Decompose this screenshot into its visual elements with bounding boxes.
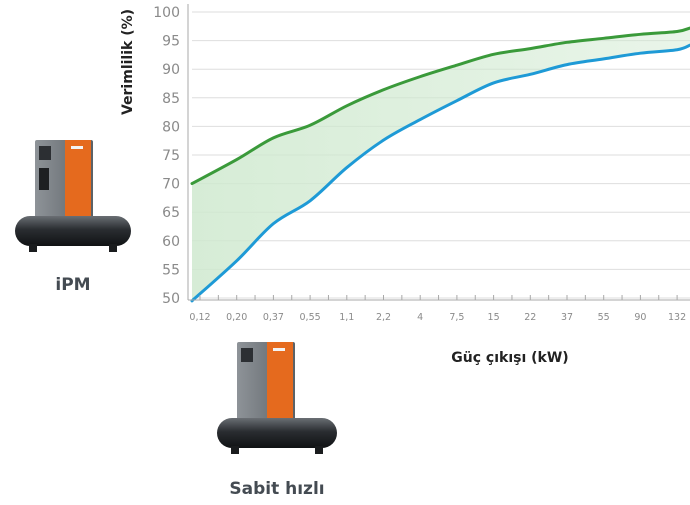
- x-tick-label: 0,55: [300, 312, 321, 323]
- y-axis-title: Verimlilik (%): [120, 9, 136, 115]
- x-tick-label: 15: [488, 312, 500, 323]
- product-label-fixed-speed: Sabit hızlı: [229, 479, 324, 499]
- series-line-fixed-speed: [190, 43, 690, 303]
- x-tick-label: 0,20: [226, 312, 247, 323]
- efficiency-band: [192, 28, 690, 301]
- x-tick-label: 0,12: [189, 312, 210, 323]
- x-tick-label: 22: [524, 312, 536, 323]
- x-tick-label: 1,1: [339, 312, 354, 323]
- y-tick-label: 100: [153, 5, 180, 21]
- x-tick-label: 4: [417, 312, 423, 323]
- x-tick-label: 132: [668, 312, 686, 323]
- x-tick-label: 90: [634, 312, 646, 323]
- x-tick-labels: 0,12 0,20 0,37 0,55 1,1 2,2 4 7,5 15 22 37 55 90 132: [189, 295, 686, 323]
- product-label-ipm: iPM: [55, 275, 90, 295]
- x-tick-label: 2,2: [376, 312, 391, 323]
- y-tick-label: 50: [162, 291, 180, 307]
- x-tick-label: 7,5: [449, 312, 464, 323]
- y-tick-label: 75: [162, 148, 180, 164]
- compressor-icon: [217, 342, 337, 454]
- x-axis-title: Güç çıkışı (kW): [451, 350, 568, 366]
- y-tick-label: 70: [162, 177, 180, 193]
- y-tick-label: 65: [162, 205, 180, 221]
- x-tick-label: 37: [561, 312, 573, 323]
- series-line-ipm: [190, 26, 690, 186]
- y-tick-label: 95: [162, 34, 180, 50]
- y-tick-label: 55: [162, 262, 180, 278]
- x-tick-label: 55: [598, 312, 610, 323]
- product-fixed-speed: Sabit hızlı: [217, 342, 337, 499]
- y-tick-label: 60: [162, 234, 180, 250]
- y-tick-labels: 50 55 60 65 70 75 80 85 90 95 100: [153, 5, 180, 307]
- y-tick-label: 85: [162, 91, 180, 107]
- x-tick-label: 0,37: [263, 312, 284, 323]
- series-lines: [190, 26, 690, 303]
- y-tick-label: 80: [162, 119, 180, 135]
- y-tick-label: 90: [162, 62, 180, 78]
- product-ipm: iPM: [15, 140, 131, 295]
- compressor-icon: [15, 140, 131, 252]
